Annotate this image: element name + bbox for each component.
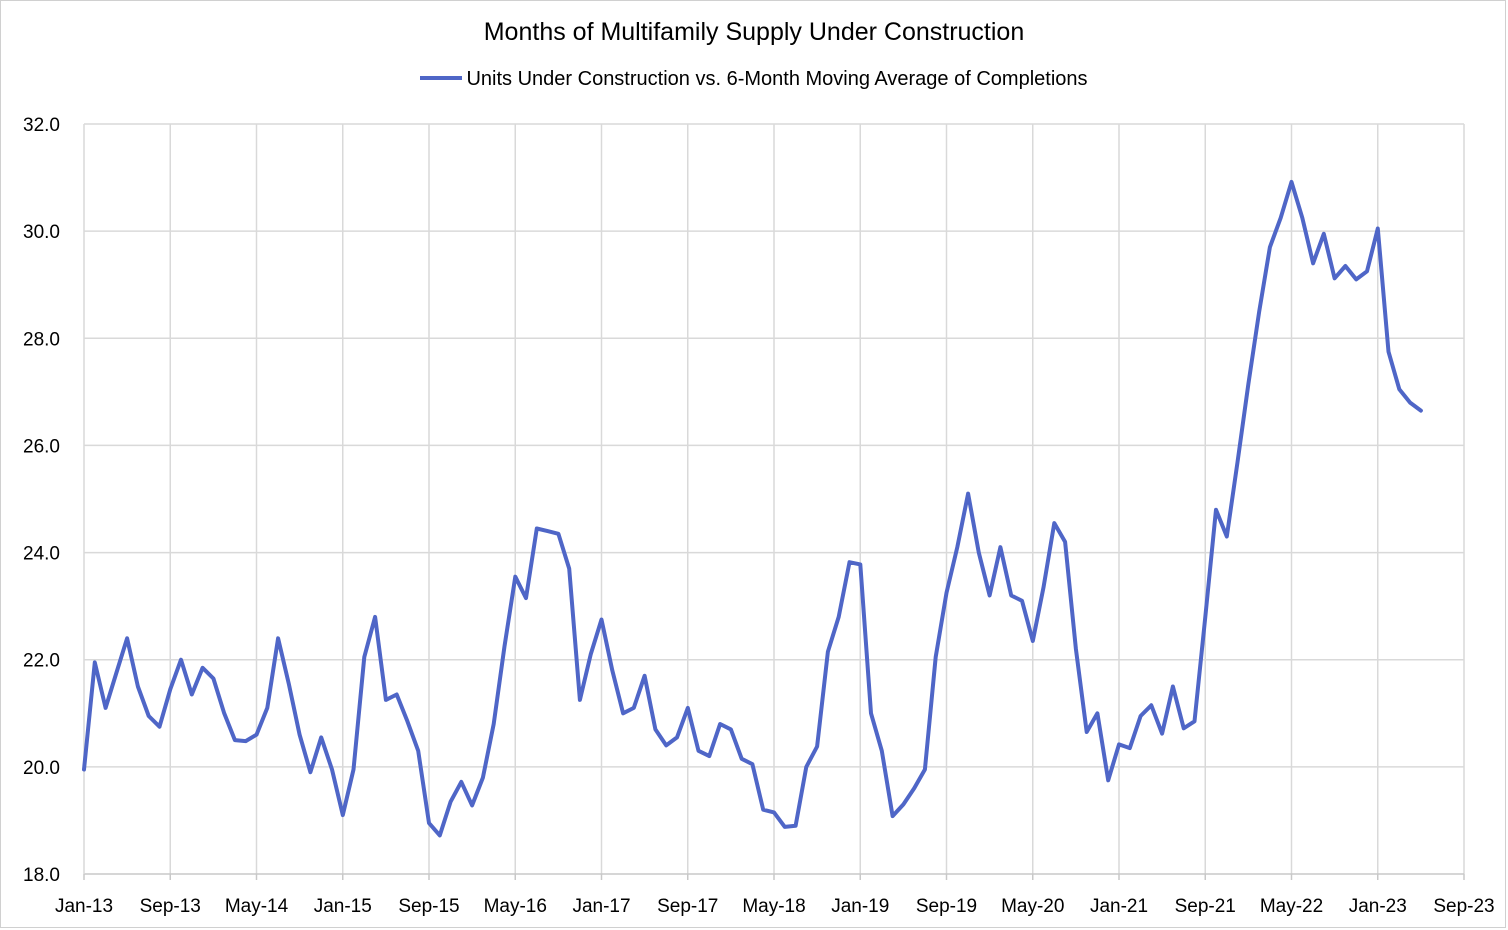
x-tick-label: Jan-23 [1349, 896, 1407, 917]
series-layer [82, 179, 1423, 838]
y-tick-label: 24.0 [23, 544, 60, 565]
y-tick-label: 28.0 [23, 329, 60, 350]
x-tick-label: Sep-23 [1433, 896, 1494, 917]
x-tick-label: May-14 [225, 896, 289, 917]
x-tick-label: Sep-19 [916, 896, 977, 917]
legend-swatch [420, 75, 463, 80]
chart-title: Months of Multifamily Supply Under Const… [483, 18, 1025, 46]
x-tick-label: Jan-19 [831, 896, 889, 917]
x-tick-label: Sep-21 [1175, 896, 1236, 917]
x-tick-label: May-22 [1260, 896, 1323, 917]
x-tick-label: May-16 [484, 896, 547, 917]
x-tick-label: Jan-15 [314, 896, 372, 917]
axes [83, 124, 1465, 880]
y-tick-label: 20.0 [23, 758, 60, 779]
x-tick-label: Sep-13 [140, 896, 201, 917]
gridlines [84, 123, 1465, 874]
y-tick-label: 30.0 [23, 222, 60, 243]
x-tick-label: Jan-13 [55, 896, 113, 917]
legend: Units Under Construction vs. 6-Month Mov… [0, 68, 1508, 91]
legend-label: Units Under Construction vs. 6-Month Mov… [466, 68, 1088, 90]
x-tick-label: Sep-17 [657, 896, 718, 917]
series-line [82, 179, 1423, 838]
x-tick-label: May-18 [742, 896, 805, 917]
x-tick-label: Jan-17 [572, 896, 630, 917]
x-tick-label: Jan-21 [1090, 896, 1148, 917]
x-tick-labels: Jan-13 Sep-13 May-14 Jan-15 Sep-15 May-16 Jan-… [55, 896, 1495, 917]
y-tick-label: 32.0 [23, 115, 60, 136]
x-tick-label: May-20 [1001, 896, 1064, 917]
y-tick-label: 22.0 [23, 651, 60, 672]
y-tick-label: 18.0 [23, 865, 60, 886]
y-tick-labels: 18.0 20.0 22.0 24.0 26.0 28.0 30.0 32.0 [23, 115, 60, 886]
y-tick-label: 26.0 [23, 436, 60, 457]
x-tick-label: Sep-15 [398, 896, 459, 917]
